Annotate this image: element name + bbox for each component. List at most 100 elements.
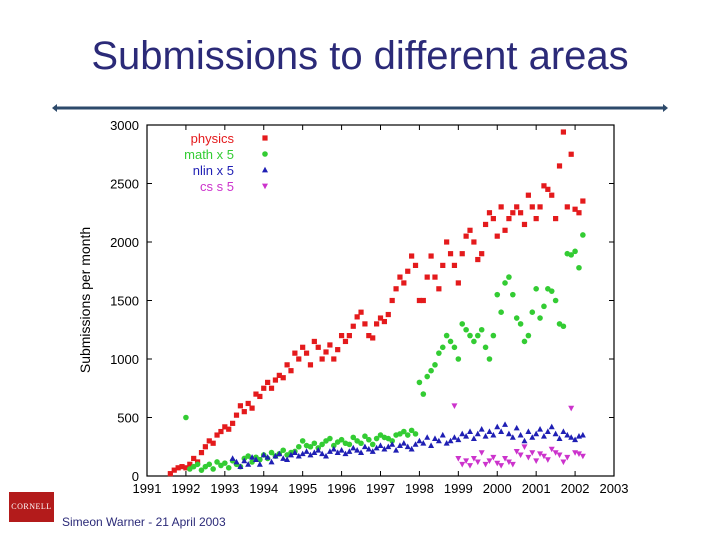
data-point <box>548 288 555 294</box>
data-point <box>287 451 294 458</box>
data-point <box>502 456 509 462</box>
data-point <box>404 432 411 438</box>
data-point <box>326 448 333 454</box>
data-point <box>443 440 450 446</box>
data-point <box>552 297 559 304</box>
data-point <box>311 338 317 345</box>
data-point <box>486 356 493 362</box>
submissions-chart: 1991 1992 1993 1994 1995 1996 1997 1998 1999 2000… <box>77 118 629 496</box>
data-point <box>362 321 368 327</box>
data-point <box>513 424 520 431</box>
data-point <box>377 442 384 448</box>
data-point <box>210 440 216 446</box>
data-point <box>498 204 504 210</box>
data-point <box>276 450 283 457</box>
data-point <box>311 449 318 455</box>
data-point <box>428 253 434 259</box>
data-point <box>463 326 469 333</box>
data-point <box>424 373 431 380</box>
data-point <box>206 461 213 468</box>
data-point <box>506 216 512 222</box>
data-point <box>470 435 477 441</box>
data-point <box>580 198 586 204</box>
data-point <box>331 356 337 362</box>
data-point <box>401 428 407 435</box>
data-point <box>409 253 415 259</box>
data-point <box>373 435 380 442</box>
data-point <box>474 430 481 437</box>
data-point <box>191 455 197 462</box>
data-point <box>389 297 395 304</box>
y-axis-label: Submissions per month <box>77 227 93 373</box>
data-point <box>482 344 489 351</box>
data-point <box>385 311 391 318</box>
data-point <box>295 443 302 450</box>
data-point <box>455 280 461 286</box>
data-point <box>494 460 501 467</box>
data-point <box>226 426 232 432</box>
x-tick-label: 2000 <box>483 481 512 496</box>
data-point <box>529 450 536 456</box>
divider-bar <box>56 106 664 110</box>
data-point <box>505 459 512 466</box>
data-point <box>412 441 419 447</box>
data-point <box>432 274 438 280</box>
data-point <box>498 309 504 315</box>
data-point <box>350 323 356 329</box>
data-point <box>436 350 442 356</box>
data-point <box>256 461 263 467</box>
data-point <box>431 435 438 441</box>
series-1 <box>183 232 586 473</box>
data-point <box>303 448 310 454</box>
data-point <box>257 393 263 400</box>
slide-footer: Simeon Warner - 21 April 2003 <box>62 515 226 529</box>
data-point <box>537 426 544 432</box>
data-point <box>210 466 216 472</box>
y-tick-label: 3000 <box>110 118 139 133</box>
data-point <box>432 362 438 368</box>
data-point <box>576 210 582 216</box>
data-point <box>342 338 349 345</box>
data-point <box>362 433 368 440</box>
y-tick-label: 500 <box>117 411 139 426</box>
data-point <box>396 442 403 448</box>
data-point <box>447 437 454 444</box>
y-tick-label: 1500 <box>110 294 139 309</box>
data-point <box>428 442 435 448</box>
data-point <box>280 447 287 454</box>
data-point <box>451 403 458 409</box>
data-point <box>374 321 380 327</box>
data-point <box>206 438 212 444</box>
data-point <box>253 391 259 397</box>
legend-label: cs s 5 <box>200 179 234 194</box>
data-point <box>544 428 551 434</box>
data-point <box>358 309 364 315</box>
data-point <box>470 456 477 462</box>
data-point <box>517 321 524 327</box>
data-point <box>361 443 368 450</box>
data-point <box>319 450 326 457</box>
data-point <box>439 344 446 351</box>
data-point <box>350 434 357 441</box>
data-point <box>385 443 392 450</box>
data-point <box>393 447 400 453</box>
data-point <box>548 446 555 453</box>
data-point <box>529 309 536 315</box>
x-tick-label: 2001 <box>522 481 551 496</box>
data-point <box>475 256 481 263</box>
data-point <box>276 372 282 378</box>
data-point <box>451 344 458 351</box>
data-point <box>245 461 252 467</box>
x-tick-label: 2003 <box>600 481 629 496</box>
cornell-logo: CORNELL <box>9 492 54 522</box>
data-point <box>533 216 539 222</box>
data-point <box>264 454 271 460</box>
data-point <box>579 431 586 438</box>
data-point <box>346 333 352 339</box>
data-point <box>249 454 256 460</box>
data-point <box>381 318 387 325</box>
data-point <box>346 441 353 448</box>
data-point <box>183 465 189 471</box>
data-point <box>490 332 497 339</box>
